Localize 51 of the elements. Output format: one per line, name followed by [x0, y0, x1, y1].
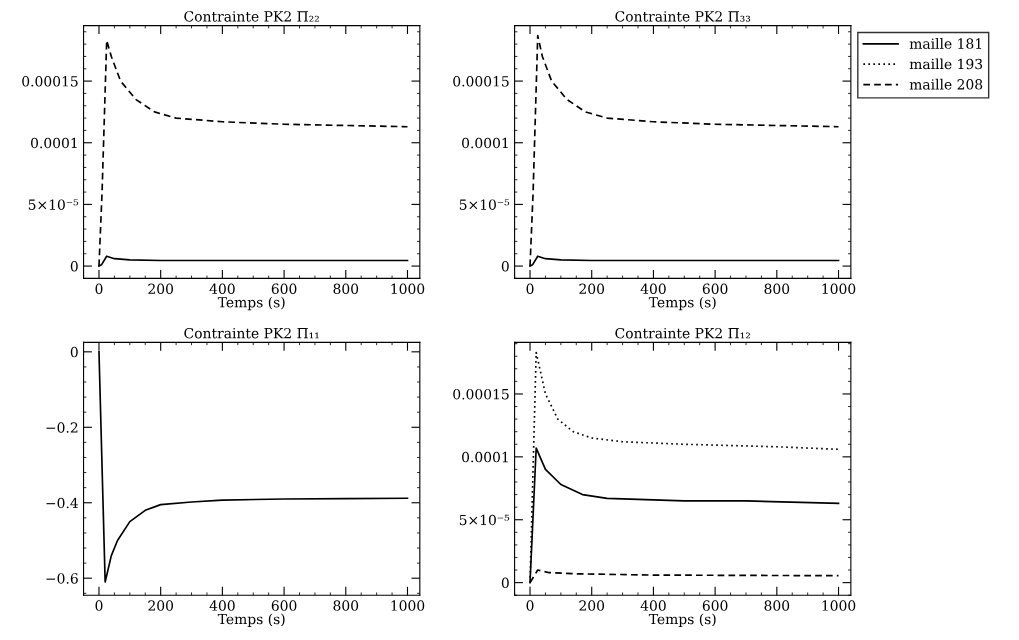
x-tick-label: 800 [764, 600, 790, 611]
x-tick-label: 1000 [391, 600, 425, 611]
x-tick-label: 800 [333, 283, 359, 295]
chart-title: Contrainte PK2 Π₁₂ [615, 327, 750, 339]
y-tick-label: 5×10⁻⁵ [459, 199, 510, 210]
x-tick-label: 200 [148, 283, 174, 295]
x-tick-label: 400 [209, 600, 235, 611]
legend-label: maille 208 [909, 78, 983, 90]
x-axis-title: Temps (s) [648, 296, 716, 311]
y-tick-label: −0.2 [46, 422, 78, 433]
y-tick-label: 0 [501, 261, 509, 272]
x-tick-label: 0 [526, 283, 534, 295]
x-axis-title: Temps (s) [217, 296, 285, 311]
x-tick-label: 200 [579, 600, 605, 611]
x-tick-label: 600 [271, 600, 297, 611]
x-tick-label: 400 [209, 283, 235, 295]
x-tick-label: 0 [526, 600, 534, 611]
x-tick-label: 0 [95, 600, 103, 611]
y-tick-label: 0 [70, 346, 78, 358]
y-tick-label: 0 [70, 261, 78, 272]
y-tick-label: 0.00015 [453, 76, 509, 87]
x-tick-label: 600 [702, 283, 728, 295]
chart-title: Contrainte PK2 Π₂₂ [184, 11, 319, 22]
x-tick-label: 400 [640, 600, 666, 611]
y-tick-label: 5×10⁻⁵ [28, 199, 79, 210]
y-tick-label: 0.0001 [31, 137, 77, 149]
y-tick-label: 0.0001 [462, 137, 508, 149]
x-tick-label: 1000 [822, 600, 856, 611]
x-tick-label: 800 [333, 600, 359, 611]
y-tick-label: 0 [501, 577, 509, 589]
chart-title: Contrainte PK2 Π₁₁ [184, 327, 319, 339]
y-tick-label: 0.0001 [462, 451, 508, 463]
x-tick-label: 1000 [391, 283, 425, 295]
y-tick-label: 5×10⁻⁵ [459, 514, 510, 526]
x-tick-label: 400 [640, 283, 666, 295]
x-tick-label: 1000 [822, 283, 856, 295]
legend-label: maille 193 [909, 58, 983, 70]
x-axis-title: Temps (s) [217, 613, 285, 627]
x-tick-label: 600 [702, 600, 728, 611]
x-axis-title: Temps (s) [648, 613, 716, 627]
y-tick-label: 0.00015 [22, 76, 78, 87]
x-tick-label: 0 [95, 283, 103, 295]
x-tick-label: 800 [764, 283, 790, 295]
y-tick-label: 0.00015 [453, 388, 509, 400]
x-tick-label: 200 [148, 600, 174, 611]
legend-label: maille 181 [909, 38, 982, 49]
y-tick-label: −0.6 [46, 573, 78, 584]
x-tick-label: 600 [271, 283, 297, 295]
x-tick-label: 200 [579, 283, 605, 295]
chart-title: Contrainte PK2 Π₃₃ [615, 11, 751, 22]
y-tick-label: −0.4 [46, 497, 78, 509]
